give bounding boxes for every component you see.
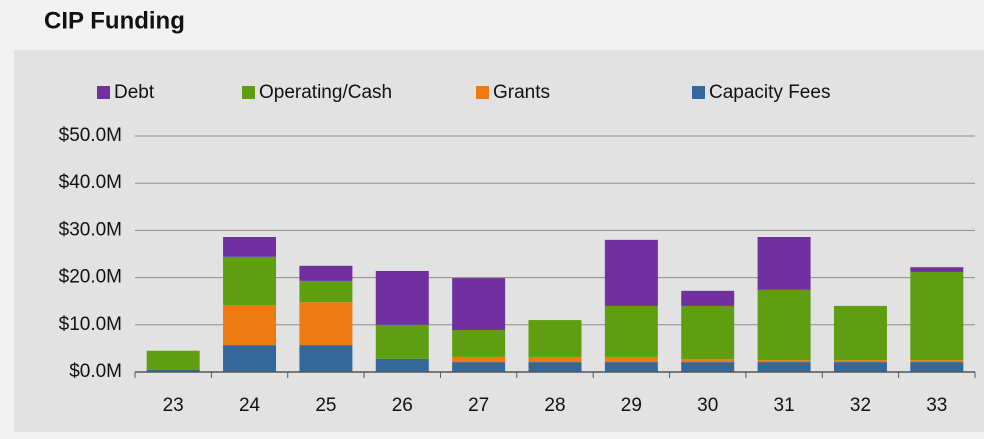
bar-segment	[681, 305, 735, 360]
bar-segment	[833, 360, 887, 363]
bar-segment	[757, 360, 811, 363]
bar-segment	[299, 345, 353, 372]
bar-segment	[604, 356, 658, 363]
bar-segment	[375, 324, 429, 359]
bar-segment	[681, 359, 735, 363]
bar-segment	[452, 329, 506, 357]
legend-swatch	[692, 86, 705, 99]
x-tick-label: 23	[163, 395, 184, 416]
x-tick-label: 27	[468, 395, 489, 416]
bar-segment	[146, 369, 200, 372]
y-tick-label: $50.0M	[59, 125, 122, 146]
legend-label: Grants	[493, 82, 550, 103]
bar-segment	[757, 362, 811, 372]
legend-label: Debt	[114, 82, 155, 103]
bar-segment	[604, 239, 658, 306]
legend-label: Operating/Cash	[259, 82, 392, 103]
bar-segment	[757, 237, 811, 290]
bar-segment	[299, 302, 353, 346]
legend-swatch	[242, 86, 255, 99]
x-tick-label: 29	[621, 395, 642, 416]
x-tick-label: 31	[774, 395, 795, 416]
x-tick-label: 30	[697, 395, 718, 416]
y-tick-label: $0.0M	[69, 361, 122, 382]
y-tick-label: $40.0M	[59, 172, 122, 193]
x-tick-label: 24	[239, 395, 261, 416]
bar-segment	[452, 278, 506, 330]
bar-segment	[299, 265, 353, 281]
bar-segment	[528, 362, 582, 372]
bar-segment	[604, 362, 658, 372]
bar-segment	[146, 350, 200, 370]
x-tick-label: 32	[850, 395, 871, 416]
x-tick-label: 28	[544, 395, 565, 416]
legend-label: Capacity Fees	[709, 82, 830, 103]
bar-segment	[299, 280, 353, 303]
bar-segment	[223, 237, 277, 257]
bar-segment	[528, 356, 582, 363]
bar-segment	[528, 320, 582, 357]
bar-segment	[452, 362, 506, 372]
bar-segment	[375, 270, 429, 325]
bar-segment	[833, 362, 887, 372]
x-tick-label: 33	[926, 395, 947, 416]
x-tick-label: 25	[315, 395, 336, 416]
bar-segment	[910, 360, 964, 363]
x-tick-label: 26	[392, 395, 413, 416]
bar-segment	[375, 358, 429, 372]
bar-segment	[604, 305, 658, 357]
legend-swatch	[476, 86, 489, 99]
chart-title: CIP Funding	[44, 7, 185, 34]
bar-segment	[681, 362, 735, 372]
legend-swatch	[97, 86, 110, 99]
bar-segment	[452, 356, 506, 363]
bar-segment	[833, 305, 887, 361]
bar-segment	[223, 345, 277, 372]
bar-segment	[681, 290, 735, 306]
y-tick-label: $30.0M	[59, 219, 122, 240]
bar-segment	[910, 362, 964, 372]
bar-segment	[910, 271, 964, 361]
bar-segment	[223, 304, 277, 346]
y-tick-label: $20.0M	[59, 267, 122, 288]
y-tick-label: $10.0M	[59, 314, 122, 335]
bar-segment	[910, 267, 964, 272]
plot-panel	[14, 50, 984, 432]
bar-segment	[757, 289, 811, 361]
bar-segment	[223, 256, 277, 305]
